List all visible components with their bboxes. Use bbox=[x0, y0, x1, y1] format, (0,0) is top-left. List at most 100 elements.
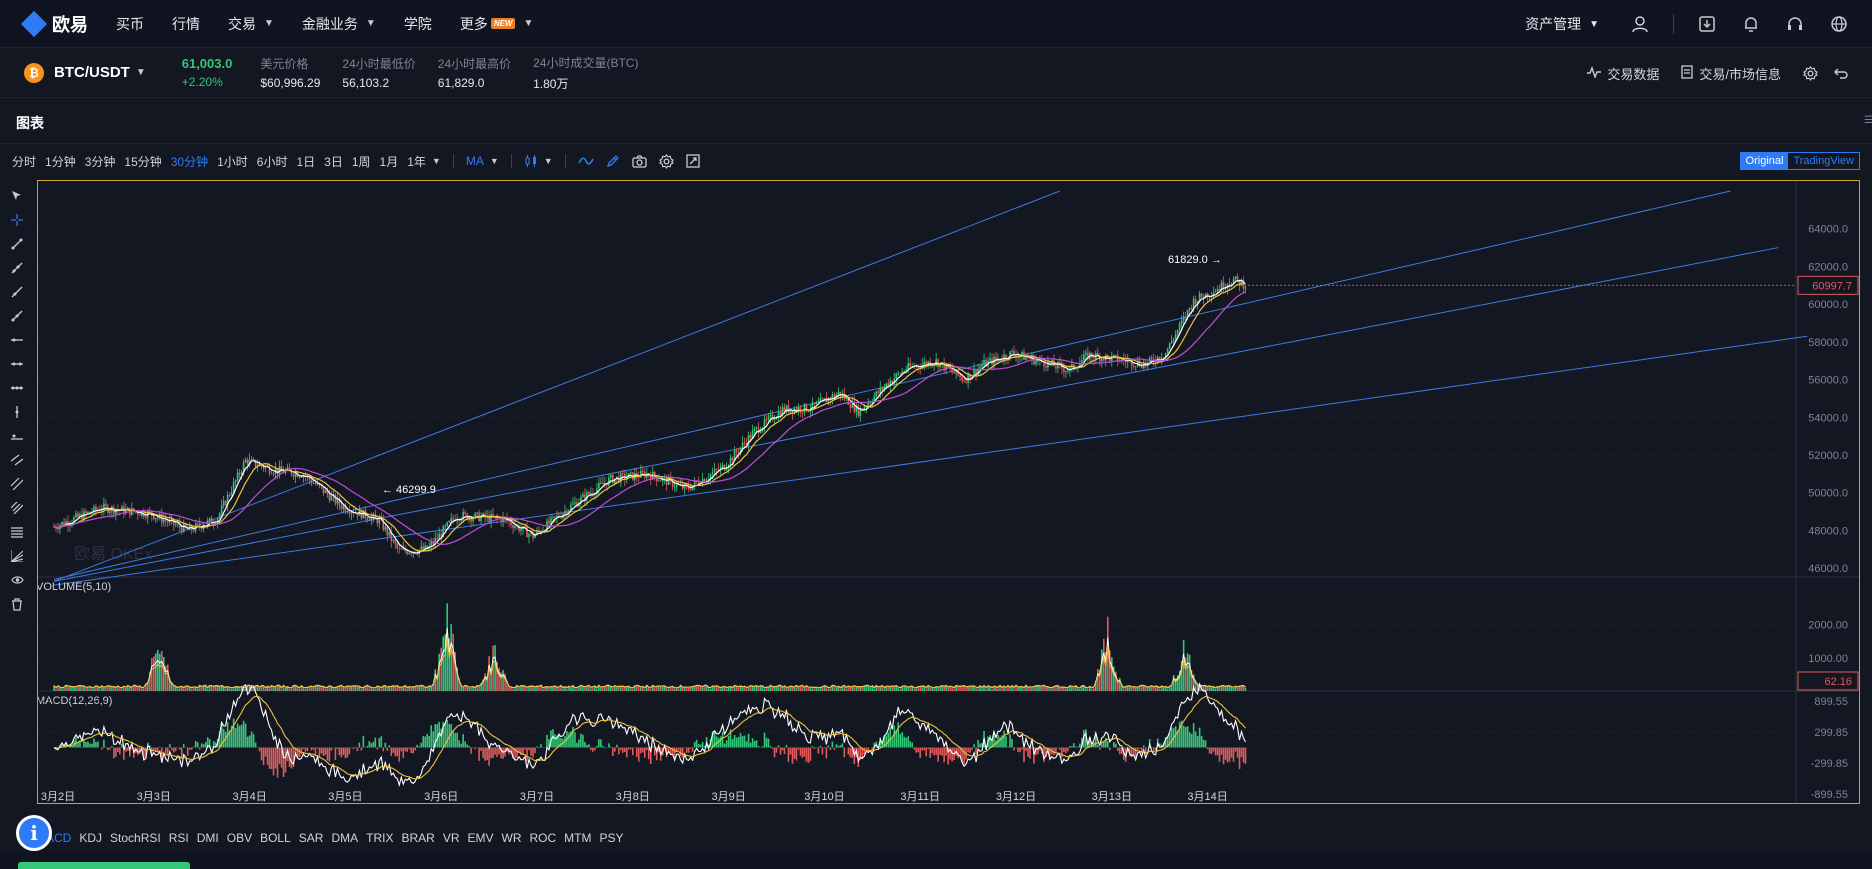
asset-management-menu[interactable]: 资产管理 ▼ bbox=[1525, 16, 1599, 32]
channel-icon[interactable] bbox=[9, 500, 25, 516]
horizontal-line-icon[interactable] bbox=[9, 332, 25, 348]
crosshair-icon[interactable] bbox=[9, 212, 25, 228]
extended-line-icon[interactable] bbox=[9, 284, 25, 300]
view-original-button[interactable]: Original bbox=[1740, 153, 1789, 169]
volume-bar bbox=[1174, 678, 1177, 691]
download-icon[interactable] bbox=[1696, 13, 1718, 35]
tf-1w[interactable]: 1周 bbox=[351, 154, 371, 169]
tf-line[interactable]: 分时 bbox=[12, 154, 37, 169]
ray-icon[interactable] bbox=[9, 260, 25, 276]
macd-histogram-bar bbox=[558, 733, 560, 748]
pitchfork-icon[interactable] bbox=[9, 476, 25, 492]
tf-1mo[interactable]: 1月 bbox=[379, 154, 399, 169]
globe-icon[interactable] bbox=[1828, 13, 1850, 35]
bell-icon[interactable] bbox=[1740, 13, 1762, 35]
candle-body bbox=[1025, 356, 1027, 360]
price-line-icon[interactable] bbox=[9, 428, 25, 444]
tf-1h[interactable]: 1小时 bbox=[217, 154, 248, 169]
indicator-boll[interactable]: BOLL bbox=[260, 831, 291, 845]
fibonacci-icon[interactable] bbox=[9, 524, 25, 540]
candle-body bbox=[783, 407, 786, 412]
chart-area[interactable]: 64000.0 62000.0 60000.0 58000.0 56000.0 54000… bbox=[37, 180, 1860, 804]
market-info-link[interactable]: 交易/市场信息 bbox=[1681, 64, 1781, 83]
tf-1m[interactable]: 1分钟 bbox=[45, 154, 76, 169]
tf-1y[interactable]: 1年 bbox=[407, 154, 426, 169]
settings-icon[interactable] bbox=[1803, 65, 1818, 81]
vertical-line-icon[interactable] bbox=[9, 404, 25, 420]
indicator-brar[interactable]: BRAR bbox=[401, 831, 435, 845]
candle-body bbox=[340, 505, 343, 510]
price-chart[interactable]: 64000.062000.060000.058000.056000.054000… bbox=[38, 181, 1859, 803]
menu-icon[interactable]: ☰ bbox=[1864, 115, 1872, 126]
macd-histogram-bar bbox=[951, 747, 953, 762]
macd-histogram-bar bbox=[380, 736, 383, 748]
tf-30m[interactable]: 30分钟 bbox=[170, 154, 209, 169]
nav-item-trade[interactable]: 交易 ▼ bbox=[228, 15, 274, 32]
candle-body bbox=[400, 548, 403, 550]
pair-selector[interactable]: ₿ BTC/USDT ▼ bbox=[24, 62, 146, 83]
fib-fan-icon[interactable] bbox=[9, 548, 25, 564]
volume-bar bbox=[1110, 657, 1113, 691]
logo[interactable]: 欧易 bbox=[20, 10, 88, 37]
indicator-dma[interactable]: DMA bbox=[331, 831, 359, 845]
trend-line-icon[interactable] bbox=[9, 236, 25, 252]
nav-item-more[interactable]: 更多 NEW ▼ bbox=[459, 15, 534, 32]
undo-icon[interactable] bbox=[1834, 67, 1848, 79]
parallel-channel-icon[interactable] bbox=[9, 452, 25, 468]
volume-bar bbox=[1208, 685, 1211, 691]
cursor-icon[interactable] bbox=[9, 188, 25, 204]
candle-type-icon[interactable]: ▼ bbox=[524, 154, 553, 168]
indicator-kdj[interactable]: KDJ bbox=[79, 831, 103, 845]
view-tradingview-button[interactable]: TradingView bbox=[1793, 155, 1854, 167]
price-tick-label: 58000.0 bbox=[1808, 337, 1848, 349]
volume-bar bbox=[512, 688, 514, 691]
macd-histogram-bar bbox=[1184, 726, 1187, 748]
indicator-wr[interactable]: WR bbox=[501, 831, 522, 845]
tf-6h[interactable]: 6小时 bbox=[256, 154, 288, 169]
wave-icon[interactable] bbox=[578, 155, 594, 167]
trade-data-link[interactable]: 交易数据 bbox=[1587, 64, 1659, 83]
bottom-tab[interactable] bbox=[18, 862, 190, 869]
candle-body bbox=[737, 452, 740, 454]
tf-15m[interactable]: 15分钟 bbox=[124, 154, 162, 169]
nav-item-academy[interactable]: 学院 bbox=[403, 15, 432, 32]
indicator-roc[interactable]: ROC bbox=[529, 831, 557, 845]
user-icon[interactable] bbox=[1629, 13, 1651, 35]
tf-1d[interactable]: 1日 bbox=[296, 154, 316, 169]
indicator-emv[interactable]: EMV bbox=[467, 831, 494, 845]
horizontal-ray-icon[interactable] bbox=[9, 356, 25, 372]
headset-icon[interactable] bbox=[1784, 13, 1806, 35]
volume-bar bbox=[891, 686, 894, 691]
eye-icon[interactable] bbox=[9, 572, 25, 588]
trash-icon[interactable] bbox=[9, 596, 25, 612]
indicator-trix[interactable]: TRIX bbox=[366, 831, 394, 845]
indicator-obv[interactable]: OBV bbox=[226, 831, 253, 845]
indicator-stochrsi[interactable]: StochRSI bbox=[110, 831, 161, 845]
indicator-mtm[interactable]: MTM bbox=[564, 831, 592, 845]
indicator-dmi[interactable]: DMI bbox=[196, 831, 219, 845]
indicator-select[interactable]: MA ▼ bbox=[465, 154, 499, 168]
horizontal-segment-icon[interactable] bbox=[9, 380, 25, 396]
chevron-down-icon[interactable]: ▼ bbox=[431, 156, 441, 166]
pen-icon[interactable] bbox=[606, 154, 620, 168]
gear-icon[interactable] bbox=[658, 153, 674, 169]
indicator-sar[interactable]: SAR bbox=[298, 831, 324, 845]
macd-histogram-bar bbox=[751, 738, 754, 748]
macd-histogram-bar bbox=[653, 747, 656, 756]
indicator-rsi[interactable]: RSI bbox=[168, 831, 189, 845]
macd-histogram-bar bbox=[436, 724, 438, 748]
volume-bar bbox=[200, 687, 203, 691]
nav-item-finance[interactable]: 金融业务 ▼ bbox=[301, 15, 376, 32]
nav-item-buy[interactable]: 买币 bbox=[116, 15, 144, 32]
tf-3m[interactable]: 3分钟 bbox=[84, 154, 116, 169]
camera-icon[interactable] bbox=[632, 154, 647, 168]
tf-3d[interactable]: 3日 bbox=[324, 154, 343, 169]
indicator-psy[interactable]: PSY bbox=[599, 831, 624, 845]
candle-body bbox=[1132, 366, 1135, 367]
fullscreen-icon[interactable] bbox=[686, 154, 700, 168]
nav-item-markets[interactable]: 行情 bbox=[172, 15, 200, 32]
volume-bar bbox=[514, 688, 516, 691]
arrow-line-icon[interactable] bbox=[9, 308, 25, 324]
indicator-vr[interactable]: VR bbox=[442, 831, 460, 845]
info-icon[interactable]: i bbox=[16, 815, 52, 851]
